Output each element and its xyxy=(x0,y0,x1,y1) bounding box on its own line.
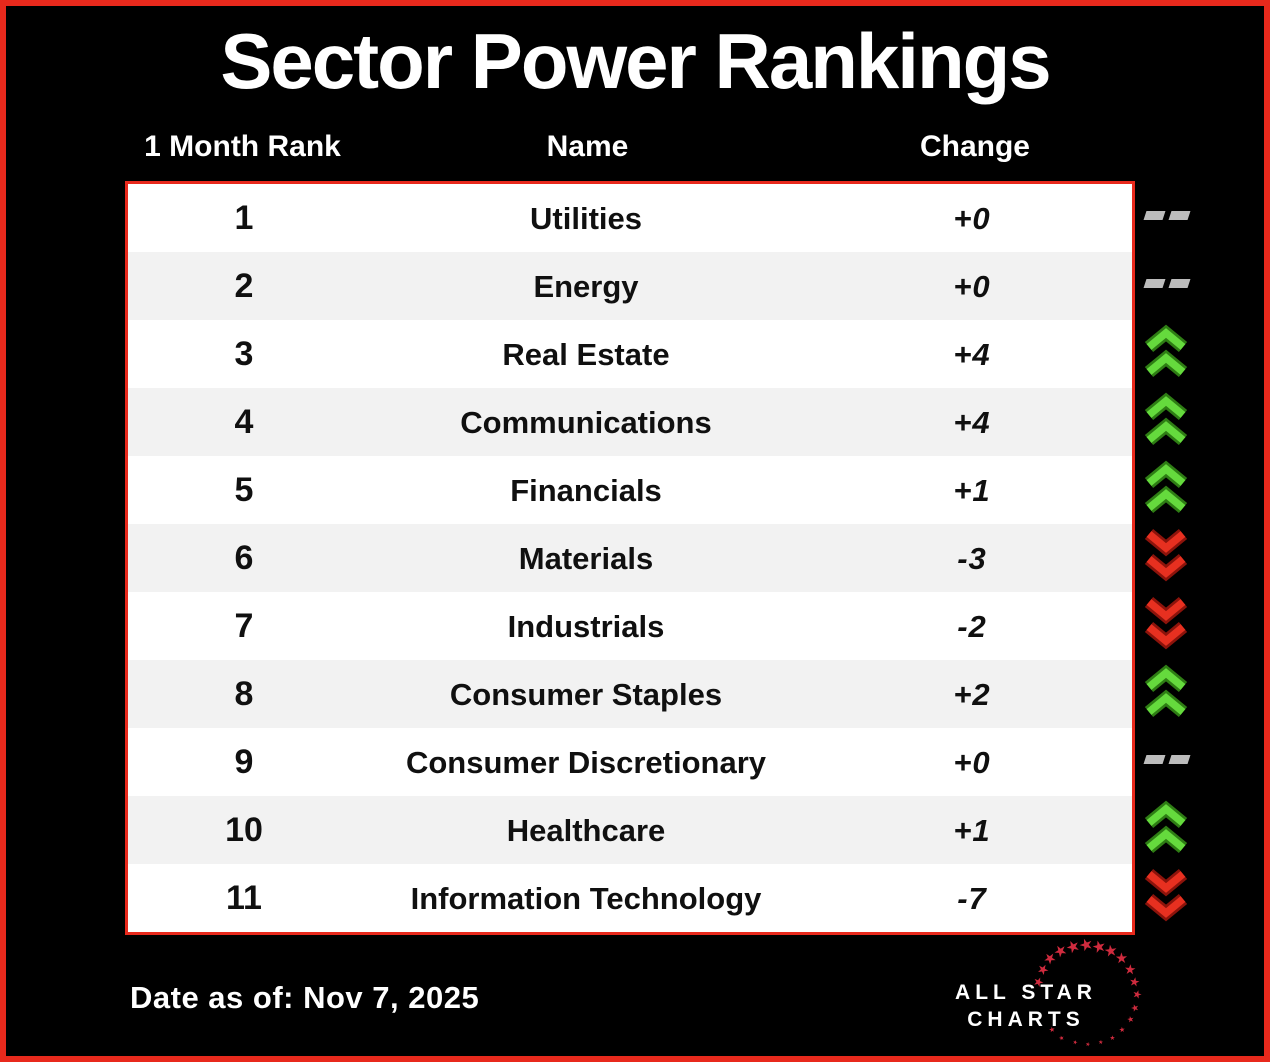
name-cell: Healthcare xyxy=(506,812,666,848)
rank-cell: 5 xyxy=(234,471,254,509)
rank-cell: 9 xyxy=(234,743,254,781)
name-cell: Communications xyxy=(460,404,712,440)
double-chevron-down-icon xyxy=(1143,861,1193,929)
change-cell: +0 xyxy=(953,200,991,236)
rankings-table-body: 1 Utilities +0 2 Energy +0 3 Real Estate… xyxy=(128,184,1132,932)
name-cell: Information Technology xyxy=(410,880,762,916)
change-cell: +1 xyxy=(953,812,991,848)
logo-line-1: ALL STAR xyxy=(955,981,1097,1004)
change-cell: +2 xyxy=(953,676,991,712)
table-row: 7 Industrials -2 xyxy=(128,592,1132,660)
name-cell: Utilities xyxy=(530,200,642,236)
star-icon: ★ xyxy=(1109,1034,1116,1042)
as-of-date: Date as of: Nov 7, 2025 xyxy=(130,980,480,1015)
rank-cell: 4 xyxy=(234,403,254,441)
logo-line-2: CHARTS xyxy=(967,1008,1085,1032)
table-row: 1 Utilities +0 xyxy=(128,184,1132,252)
double-chevron-down-icon xyxy=(1143,589,1193,657)
name-cell: Consumer Staples xyxy=(449,676,723,712)
name-cell: Financials xyxy=(510,472,662,508)
rank-cell: 1 xyxy=(234,199,254,237)
table-row: 10 Healthcare +1 xyxy=(128,796,1132,864)
column-header-change: Change xyxy=(919,130,1030,163)
name-cell: Energy xyxy=(533,268,639,304)
logo-text: ALL STAR CHARTS xyxy=(930,979,1122,1034)
double-chevron-up-icon xyxy=(1143,793,1193,861)
change-indicators xyxy=(1143,181,1193,929)
star-icon: ★ xyxy=(1125,1014,1135,1026)
change-cell: -3 xyxy=(957,540,987,576)
double-chevron-up-icon xyxy=(1143,385,1193,453)
double-dash-icon xyxy=(1143,181,1193,249)
name-cell: Industrials xyxy=(507,608,665,644)
change-cell: +0 xyxy=(953,268,991,304)
table-row: 5 Financials +1 xyxy=(128,456,1132,524)
name-cell: Consumer Discretionary xyxy=(405,744,767,780)
rankings-table: 1 Utilities +0 2 Energy +0 3 Real Estate… xyxy=(125,181,1135,935)
star-icon: ★ xyxy=(1084,1041,1091,1049)
double-chevron-up-icon xyxy=(1143,657,1193,725)
change-cell: +0 xyxy=(953,744,991,780)
rank-cell: 6 xyxy=(234,539,254,577)
table-row: 2 Energy +0 xyxy=(128,252,1132,320)
column-header-rank: 1 Month Rank xyxy=(144,130,341,163)
star-icon: ★ xyxy=(1097,1039,1104,1047)
double-chevron-up-icon xyxy=(1143,453,1193,521)
double-dash-icon xyxy=(1143,249,1193,317)
change-cell: +1 xyxy=(953,472,991,508)
table-row: 3 Real Estate +4 xyxy=(128,320,1132,388)
table-row: 9 Consumer Discretionary +0 xyxy=(128,728,1132,796)
star-icon: ★ xyxy=(1071,1039,1079,1047)
rank-cell: 2 xyxy=(234,267,254,305)
table-row: 6 Materials -3 xyxy=(128,524,1132,592)
double-chevron-down-icon xyxy=(1143,521,1193,589)
rank-cell: 11 xyxy=(226,879,262,917)
rank-cell: 8 xyxy=(234,675,254,713)
star-icon: ★ xyxy=(1129,1001,1141,1015)
allstarcharts-logo: ★ ★ ★ ★ ★ ★ ★ ★ ★ ★ ★ ★ ★ ★ ★ ★ ★ ★ ★ ★ ★ ALL STAR CHARTS xyxy=(930,927,1210,1057)
double-chevron-up-icon xyxy=(1143,317,1193,385)
column-header-name: Name xyxy=(546,130,629,163)
double-dash-icon xyxy=(1143,725,1193,793)
page-title: Sector Power Rankings xyxy=(220,17,1051,105)
table-row: 11 Information Technology -7 xyxy=(128,864,1132,932)
table-row: 4 Communications +4 xyxy=(128,388,1132,456)
star-icon: ★ xyxy=(1130,987,1144,1003)
rank-cell: 3 xyxy=(234,335,254,373)
name-cell: Real Estate xyxy=(502,336,670,372)
change-cell: -2 xyxy=(957,608,987,644)
change-cell: +4 xyxy=(953,336,991,372)
change-cell: -7 xyxy=(957,880,987,916)
change-cell: +4 xyxy=(953,404,991,440)
table-header: 1 Month Rank Name Change xyxy=(125,130,1135,164)
table-row: 8 Consumer Staples +2 xyxy=(128,660,1132,728)
name-cell: Materials xyxy=(518,540,654,576)
rank-cell: 7 xyxy=(234,607,254,645)
rank-cell: 10 xyxy=(225,811,263,849)
star-icon: ★ xyxy=(1058,1034,1066,1043)
